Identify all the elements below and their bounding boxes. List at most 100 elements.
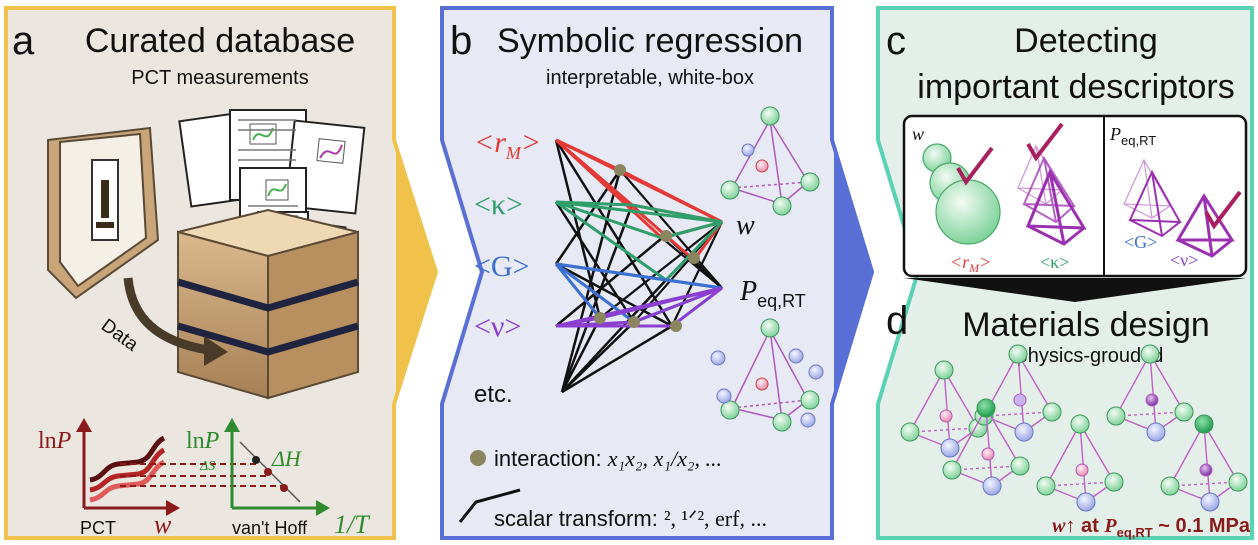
interaction-node [628,316,640,328]
design-tetra-edge [1203,423,1239,483]
design-tetra-edge [1169,481,1239,487]
pct-plot-xlabel: w [154,510,172,539]
design-tetra-edge [943,369,951,449]
output-w: w [736,210,755,241]
c-to-d-arrow [904,278,1246,302]
panel-c-d: c Detecting important descriptors w Peq,… [876,6,1254,540]
design-tetra-atom [1076,492,1096,512]
network-edge [599,221,723,319]
design-tetra-edge [943,369,979,429]
tetrahedron-icon-top [720,106,820,216]
network-edge [554,263,602,319]
design-tetra-edge [1079,423,1087,503]
design-tetra-atom [934,360,954,380]
design-tetra-atom [1042,402,1062,422]
vanthoff-dH-label: ΔH [271,446,302,471]
design-tetra-atom [1106,406,1126,426]
input-rM: <rM> [474,126,541,163]
panel-c-title-line1: Detecting [1014,22,1158,60]
interaction-node [614,164,626,176]
design-tetra-atom [940,438,960,458]
design-tetra-edge [1169,423,1205,487]
design-tetra-edge [1045,423,1081,487]
network-edge [555,138,695,262]
network-edge [561,324,673,394]
panel-b-chevron [834,140,874,404]
design-tetra-atom [1014,422,1034,442]
legend-transform: scalar transform: ², ¹ᐟ², erf, ... [494,506,767,531]
input-G: <G> [474,250,530,283]
panel-a-chevron [396,140,438,404]
design-tetra-core [1145,393,1159,407]
design-tetra-core [1199,463,1213,477]
design-tetra-edge [1017,353,1053,413]
design-tetra-edge [1149,353,1157,433]
network-edge [554,139,602,319]
network-edge [693,259,723,289]
input-nu: <ν> [474,310,521,343]
desc-label-G: <G> [1124,232,1157,252]
design-tetra-edge [985,407,1021,467]
design-tetra-core [1013,393,1027,407]
interaction-node [688,252,700,264]
panel-a-subtitle: PCT measurements [131,67,308,89]
network-edge [664,220,724,282]
panel-d-letter: d [886,299,908,343]
panel-c-letter: c [886,19,906,63]
design-tetra-atom [1228,472,1248,492]
design-tetra-edge [1149,353,1185,413]
vanthoff-plot-caption: van't Hoff [232,518,308,538]
design-tetra-atom [942,460,962,480]
panel-d-subtitle: physics-grouded [1017,345,1164,367]
network-edge [661,220,723,240]
design-tetra-atom [1070,414,1090,434]
G-tetrahedra-icon [1123,158,1182,238]
network-edge [554,139,674,327]
network-edge [619,169,723,289]
input-kappa: <κ> [474,188,523,221]
vanthoff-plot [224,418,330,516]
network-edge [555,138,723,224]
design-tetra-edge [951,407,987,471]
design-tetra-edge [983,411,1053,417]
desc-label-kappa: <κ> [1040,252,1069,272]
network-edge [555,200,667,282]
design-tetra-atom [1160,476,1180,496]
pct-instrument-icon [47,126,160,300]
panel-b-letter: b [450,19,472,63]
panel-a: a Curated database PCT measurements [4,6,438,540]
design-tetra-atom [1194,414,1214,434]
network-edge [555,286,723,328]
network-edge [555,200,663,240]
network-edge [633,286,723,324]
panel-b-title: Symbolic regression [497,22,803,60]
vanthoff-plot-ylabel: lnP [186,428,220,454]
legend-transform-line [458,488,521,523]
database-box-icon [177,208,359,400]
panel-a-title: Curated database [85,22,355,60]
design-tetra-edge [951,465,1021,471]
network-edge [671,221,723,327]
check-icon-kappa [1026,122,1064,162]
design-goal: w↑ at Peq,RT ~ 0.1 MPa [1052,515,1251,540]
legend-interaction: interaction: x₁x₂, x₁/x₂, ... [494,446,722,471]
output-Peq: Peq,RT [739,276,806,311]
desc-label-nu: <ν> [1170,250,1198,270]
design-tetra-core [1075,463,1089,477]
vanthoff-plot-xlabel: 1/T [334,510,370,539]
interaction-node [594,312,606,324]
designed-tetrahedra [900,344,1248,512]
design-tetra-atom [1140,344,1160,364]
panel-b: b Symbolic regression interpretable, whi… [440,6,875,540]
check-icon-rM [956,146,994,186]
kappa-tetrahedra-icon [1017,144,1087,246]
design-tetra-atom [1008,344,1028,364]
network-edge [555,262,723,290]
pct-plot [76,418,180,516]
network-edge [555,200,723,224]
network-edge [560,204,634,393]
tetrahedron-icon-bottom [710,318,824,432]
descriptor-box-right-label: Peq,RT [1109,124,1156,148]
pct-plot-ylabel: lnP [38,428,72,454]
